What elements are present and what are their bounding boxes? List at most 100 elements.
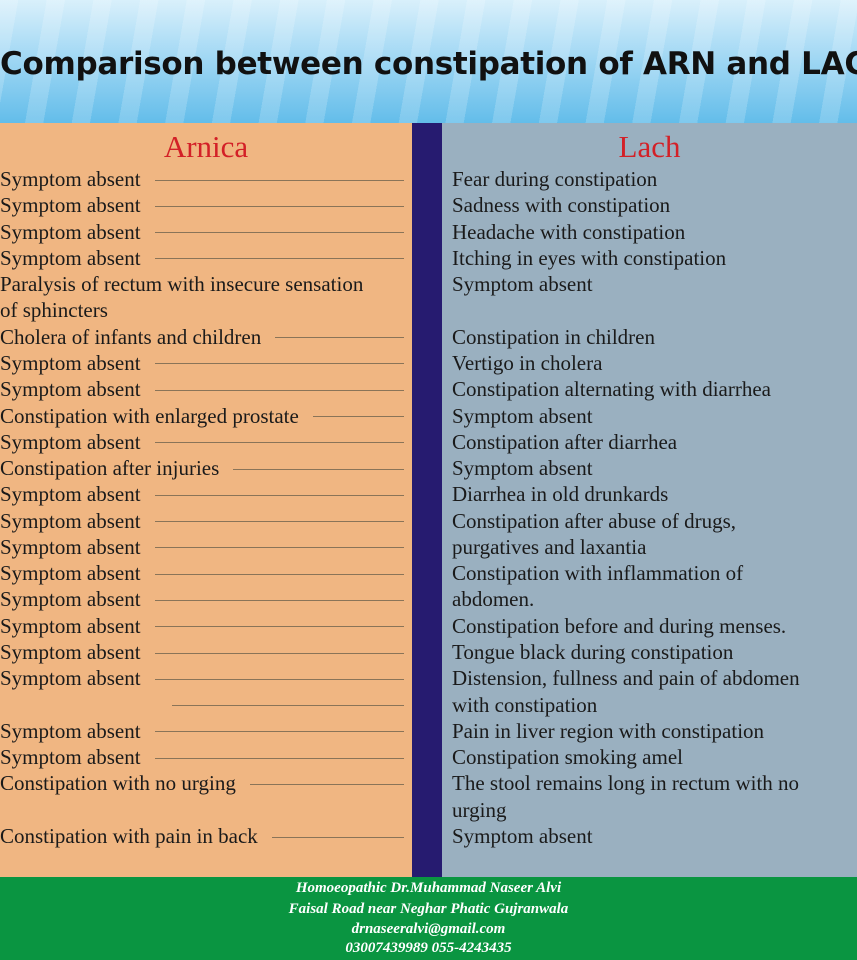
- arnica-line: Constipation with pain in back: [0, 823, 412, 849]
- lach-line: Constipation alternating with diarrhea: [452, 377, 771, 402]
- lach-column: Lach Fear during constipation Sadness wit…: [442, 123, 857, 877]
- lach-line: Constipation smoking amel: [452, 745, 683, 770]
- arnica-line: Symptom absent: [0, 350, 412, 376]
- arnica-heading: Arnica: [163, 129, 249, 164]
- arnica-line: of sphincters: [0, 297, 412, 323]
- arnica-line: Paralysis of rectum with insecure sensat…: [0, 271, 412, 297]
- arnica-line-text: Symptom absent: [0, 561, 141, 586]
- leader-line: [233, 468, 404, 470]
- arnica-line-text: Symptom absent: [0, 640, 141, 665]
- lach-line: The stool remains long in rectum with no: [452, 771, 800, 796]
- lach-line: with constipation: [452, 692, 598, 717]
- leader-line: [249, 783, 404, 785]
- arnica-column: Arnica Symptom absent Symptom absent Sympt…: [0, 123, 412, 877]
- lach-line: Symptom absent: [452, 824, 593, 848]
- leader-line: [154, 442, 404, 444]
- page-title: Comparison between constipation of ARN a…: [0, 46, 857, 82]
- arnica-line: Symptom absent: [0, 639, 412, 665]
- arnica-line-text: Symptom absent: [0, 534, 141, 559]
- arnica-line: [0, 797, 412, 823]
- contact-email: drnaseeralvi@gmail.com: [351, 921, 506, 937]
- title-banner: Comparison between constipation of ARN a…: [0, 0, 857, 123]
- leader-line: [154, 626, 404, 628]
- lach-line: [452, 297, 857, 323]
- leader-line: [154, 258, 404, 260]
- arnica-line-text: Paralysis of rectum with insecure sensat…: [0, 272, 364, 297]
- clinic-address: Faisal Road near Neghar Phatic Gujranwal…: [288, 901, 569, 917]
- arnica-line-text: Symptom absent: [0, 508, 141, 533]
- arnica-line: Symptom absent: [0, 744, 412, 770]
- arnica-line-text: Constipation with no urging: [0, 771, 236, 796]
- arnica-line-text: Symptom absent: [0, 718, 141, 743]
- lach-line: abdomen.: [452, 587, 535, 612]
- leader-line: [312, 416, 404, 418]
- lach-line: urging: [452, 797, 507, 822]
- leader-line: [275, 337, 404, 339]
- arnica-line: Symptom absent: [0, 219, 412, 245]
- lach-line: Vertigo in cholera: [452, 350, 603, 375]
- arnica-line-text: Symptom absent: [0, 350, 141, 375]
- arnica-line: Symptom absent: [0, 665, 412, 691]
- arnica-line: Symptom absent: [0, 429, 412, 455]
- leader-line: [172, 705, 404, 707]
- arnica-line: Constipation with enlarged prostate: [0, 403, 412, 429]
- arnica-line-text: Symptom absent: [0, 587, 141, 612]
- lach-line: Symptom absent: [452, 272, 593, 297]
- leader-line: [154, 599, 404, 601]
- arnica-line-text: Constipation after injuries: [0, 456, 220, 481]
- arnica-line-text: Symptom absent: [0, 219, 141, 244]
- arnica-line: Symptom absent: [0, 192, 412, 218]
- lach-line: Sadness with constipation: [452, 193, 671, 218]
- arnica-line-text: Constipation with pain in back: [0, 824, 258, 848]
- lach-line: Constipation before and during menses.: [452, 613, 787, 638]
- arnica-line: Symptom absent: [0, 508, 412, 534]
- arnica-line: Constipation after injuries: [0, 455, 412, 481]
- lach-line: Constipation in children: [452, 324, 655, 349]
- lach-line: Tongue black during constipation: [452, 640, 734, 665]
- arnica-line-text: of sphincters: [0, 298, 108, 323]
- leader-line: [154, 547, 404, 549]
- leader-line: [154, 652, 404, 654]
- leader-line: [154, 521, 404, 523]
- arnica-line-text: Symptom absent: [0, 666, 141, 691]
- arnica-line: Symptom absent: [0, 166, 412, 192]
- leader-line: [154, 179, 404, 181]
- arnica-line-text: Symptom absent: [0, 167, 141, 191]
- leader-line: [154, 731, 404, 733]
- lach-line: Diarrhea in old drunkards: [452, 482, 669, 507]
- lach-line: Headache with constipation: [452, 219, 686, 244]
- arnica-line: [0, 692, 412, 718]
- arnica-line-text: Symptom absent: [0, 429, 141, 454]
- doctor-name: Homoeopathic Dr.Muhammad Naseer Alvi: [295, 880, 562, 896]
- arnica-line-text: Symptom absent: [0, 377, 141, 402]
- leader-line: [154, 573, 404, 575]
- arnica-line: Symptom absent: [0, 560, 412, 586]
- leader-line: [154, 494, 404, 496]
- column-divider: [412, 123, 442, 877]
- arnica-line-text: Constipation with enlarged prostate: [0, 403, 299, 428]
- arnica-line: Symptom absent: [0, 718, 412, 744]
- leader-line: [154, 757, 404, 759]
- contact-footer: Homoeopathic Dr.Muhammad Naseer Alvi Fai…: [0, 877, 857, 960]
- arnica-line-text: Symptom absent: [0, 193, 141, 218]
- lach-line: Constipation after abuse of drugs,: [452, 508, 737, 533]
- arnica-line-text: Cholera of infants and children: [0, 324, 262, 349]
- arnica-line: Symptom absent: [0, 613, 412, 639]
- lach-line: Distension, fullness and pain of abdomen: [452, 666, 800, 691]
- arnica-line-text: Symptom absent: [0, 245, 141, 270]
- arnica-line: Symptom absent: [0, 376, 412, 402]
- contact-phones: 03007439989 055-4243435: [345, 940, 512, 956]
- lach-line: purgatives and laxantia: [452, 534, 647, 559]
- lach-line: Constipation after diarrhea: [452, 429, 678, 454]
- leader-line: [154, 389, 404, 391]
- arnica-line-text: Symptom absent: [0, 482, 141, 507]
- arnica-line: Symptom absent: [0, 245, 412, 271]
- lach-line: Symptom absent: [452, 456, 593, 481]
- leader-line: [154, 363, 404, 365]
- leader-line: [154, 678, 404, 680]
- arnica-line-text: Symptom absent: [0, 745, 141, 770]
- arnica-line: Constipation with no urging: [0, 770, 412, 796]
- leader-line: [154, 232, 404, 234]
- lach-line: Constipation with inflammation of: [452, 561, 744, 586]
- lach-line: Symptom absent: [452, 403, 593, 428]
